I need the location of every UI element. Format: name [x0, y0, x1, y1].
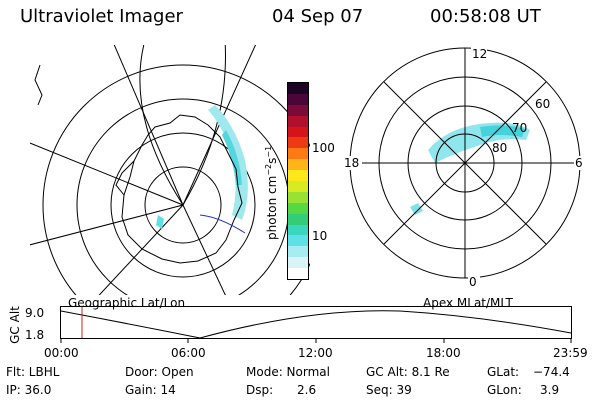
date-label: 04 Sep 07 — [272, 6, 364, 27]
dsp-label: Dsp: — [246, 383, 274, 397]
time-label: 00:58:08 UT — [430, 6, 541, 27]
glat-value: −74.4 — [533, 365, 570, 379]
mlt-label-18: 18 — [344, 156, 359, 170]
colorbar-segment — [288, 224, 308, 236]
terminator-line — [199, 214, 246, 234]
time-tick-label: 18:00 — [426, 346, 461, 360]
meridian — [182, 45, 226, 206]
glon-label: GLon: — [487, 383, 522, 397]
time-tick-label: 06:00 — [171, 346, 206, 360]
time-tick-label: 00:00 — [44, 346, 79, 360]
mlat-label-80: 80 — [492, 141, 507, 155]
colorbar-tick-label: 100 — [312, 141, 335, 155]
aurora-emission — [156, 215, 164, 229]
meridian — [98, 204, 184, 295]
meridian — [30, 142, 184, 206]
mlat-label-60: 60 — [535, 97, 550, 111]
mlt-polar-plot: 12 18 6 0 60 70 80 — [342, 47, 586, 289]
mlt-label-0: 0 — [469, 275, 477, 289]
time-tick-label: 23:59 — [553, 346, 588, 360]
aurora-patch — [410, 203, 423, 215]
colorbar-segment — [288, 257, 308, 269]
mlt-label-12: 12 — [472, 47, 487, 61]
instrument-title: Ultraviolet Imager — [20, 6, 183, 27]
filter-info: Flt: LBHL — [6, 365, 60, 379]
geographic-map — [30, 45, 310, 295]
meridian — [182, 204, 226, 295]
colorbar-segment — [288, 93, 308, 105]
colorbar-segment — [288, 170, 308, 181]
altitude-axis-label: GC Alt — [8, 306, 22, 344]
colorbar-segment — [288, 82, 308, 94]
altitude-plot-frame — [60, 306, 572, 339]
colorbar — [287, 82, 309, 280]
altitude-tick-label: 9.0 — [25, 306, 45, 320]
altitude-plot — [60, 306, 572, 343]
mlt-label-6: 6 — [575, 156, 583, 170]
colorbar-segment — [288, 148, 308, 160]
antarctica-coastline — [121, 114, 243, 264]
colorbar-segment — [288, 246, 308, 258]
ip-info: IP: 36.0 — [6, 383, 52, 397]
lat-circle — [42, 64, 310, 295]
colorbar-segment — [288, 180, 308, 192]
colorbar-segment — [288, 268, 308, 279]
mlt-meridian — [383, 81, 547, 245]
mode-info: Mode: Normal — [246, 365, 330, 379]
aurora-emission — [222, 130, 242, 185]
colorbar-unit: photon cm−2s−1 — [264, 146, 279, 240]
altitude-tick-label: 1.8 — [25, 328, 45, 342]
colorbar-segment — [288, 159, 308, 171]
unit-label: photon cm — [265, 176, 279, 240]
meridian — [113, 45, 184, 206]
glon-value: 3.9 — [540, 383, 560, 397]
colorbar-segment — [288, 213, 308, 225]
coastline-fragment — [34, 64, 43, 106]
altitude-curve — [60, 310, 572, 339]
lat-circle — [144, 166, 222, 244]
colorbar-tick-label: 10 — [312, 229, 328, 243]
meridian — [139, 45, 184, 206]
unit-seconds: s — [265, 158, 279, 164]
colorbar-segment — [288, 115, 308, 127]
time-tick-label: 12:00 — [298, 346, 333, 360]
unit-exponent: −1 — [264, 146, 273, 158]
door-info: Door: Open — [125, 365, 194, 379]
colorbar-segment — [288, 126, 308, 138]
colorbar-segment — [288, 202, 308, 214]
aurora-emission — [208, 105, 248, 220]
unit-exponent: −2 — [264, 164, 273, 176]
lat-circle — [110, 132, 256, 278]
svg-text:photon cm−2s−1: photon cm−2s−1 — [264, 146, 279, 240]
mlat-label-70: 70 — [512, 121, 527, 135]
glat-label: GLat: — [487, 365, 520, 379]
meridian — [30, 204, 184, 246]
seq-info: Seq: 39 — [366, 383, 412, 397]
dsp-value: 2.6 — [297, 383, 317, 397]
gain-info: Gain: 14 — [125, 383, 176, 397]
coastline-detail — [115, 160, 135, 196]
gc-alt-info: GC Alt: 8.1 Re — [366, 365, 450, 379]
colorbar-segment — [288, 104, 308, 116]
colorbar-segment — [288, 235, 308, 247]
colorbar-segment — [288, 137, 308, 149]
colorbar-segment — [288, 191, 308, 203]
